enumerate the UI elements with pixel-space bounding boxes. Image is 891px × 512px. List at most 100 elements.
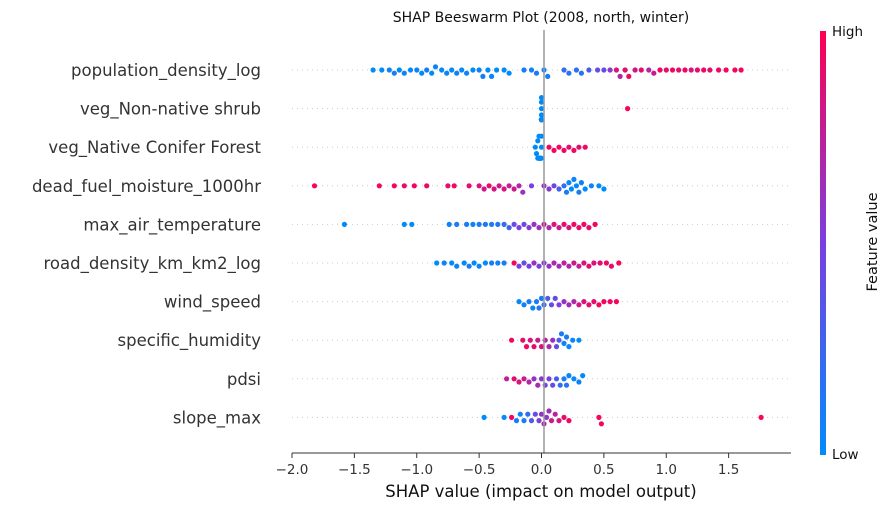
shap-point — [546, 144, 552, 150]
shap-point — [561, 147, 567, 153]
shap-point — [526, 263, 532, 269]
shap-point — [586, 225, 592, 231]
feature-label: pdsi — [227, 370, 261, 389]
x-tick-label: −2.0 — [276, 462, 309, 478]
shap-point — [516, 299, 522, 305]
shap-point — [454, 70, 460, 76]
shap-point — [445, 183, 451, 189]
shap-point — [632, 67, 638, 73]
shap-point — [550, 337, 556, 343]
shap-point — [523, 344, 530, 350]
shap-point — [597, 260, 603, 266]
shap-point — [476, 221, 482, 227]
shap-point — [571, 299, 577, 305]
shap-point — [501, 186, 507, 192]
shap-point — [545, 295, 551, 301]
shap-point — [536, 225, 542, 231]
shap-point — [568, 186, 575, 192]
shap-point — [646, 67, 652, 73]
feature-label: wind_speed — [164, 293, 261, 313]
shap-point — [550, 382, 556, 388]
shap-point — [501, 260, 507, 266]
shap-point — [573, 183, 580, 189]
shap-point — [409, 221, 415, 227]
shap-point — [576, 337, 582, 343]
colorbar-title: Feature value — [865, 192, 881, 291]
shap-point — [538, 344, 545, 350]
shap-point — [571, 376, 577, 382]
shap-point — [506, 225, 512, 231]
shap-point — [419, 70, 425, 76]
shap-point — [396, 67, 402, 73]
x-tick-label: 1.0 — [656, 462, 677, 478]
shap-point — [625, 106, 631, 112]
feature-label: road_density_km_km2_log — [43, 254, 261, 274]
shap-point — [553, 344, 560, 350]
shap-point — [538, 376, 545, 382]
shap-point — [551, 260, 557, 266]
shap-point — [521, 221, 527, 227]
shap-point — [546, 225, 552, 231]
feature-label: veg_Native Conifer Forest — [48, 138, 261, 158]
shap-point — [536, 418, 542, 424]
shap-point — [582, 144, 588, 150]
colorbar-low-label: Low — [832, 447, 859, 463]
shap-point — [576, 263, 582, 269]
shap-point — [548, 302, 555, 308]
shap-point — [538, 112, 545, 118]
shap-point — [516, 225, 522, 231]
shap-point — [459, 67, 465, 73]
shap-point — [464, 70, 470, 76]
shap-point — [520, 337, 526, 343]
shap-point — [536, 305, 542, 311]
shap-point — [676, 67, 682, 73]
shap-point — [582, 186, 588, 192]
shap-point — [682, 67, 688, 73]
shap-point — [603, 260, 610, 266]
shap-point — [386, 67, 392, 73]
shap-point — [464, 221, 470, 227]
shap-point — [561, 414, 567, 420]
shap-point — [707, 67, 713, 73]
feature-label: population_density_log — [71, 61, 261, 81]
shap-point — [657, 67, 663, 73]
shap-point — [526, 379, 532, 385]
shap-point — [480, 73, 486, 79]
shap-point — [411, 183, 417, 189]
shap-point — [504, 376, 510, 382]
shap-point — [466, 183, 472, 189]
shap-point — [476, 183, 482, 189]
shap-point — [511, 260, 517, 266]
shap-point — [470, 67, 476, 73]
shap-point — [551, 147, 557, 153]
shap-point — [401, 70, 407, 76]
shap-point — [528, 67, 535, 73]
shap-point — [556, 337, 562, 343]
shap-point — [486, 183, 492, 189]
feature-label: slope_max — [173, 408, 261, 428]
shap-point — [526, 225, 532, 231]
shap-point — [509, 414, 515, 420]
shap-point — [732, 67, 738, 73]
shap-point — [491, 186, 497, 192]
shap-point — [379, 67, 385, 73]
shap-point — [531, 221, 537, 227]
shap-point — [608, 263, 615, 269]
shap-point — [622, 67, 628, 73]
shap-point — [561, 67, 567, 73]
shap-point — [571, 221, 577, 227]
shap-point — [688, 67, 694, 73]
shap-point — [601, 186, 607, 192]
shap-point — [516, 379, 522, 385]
shap-point — [401, 183, 407, 189]
shap-point — [531, 376, 537, 382]
shap-point — [566, 373, 572, 379]
shap-point — [723, 67, 729, 73]
shap-point — [501, 221, 507, 227]
shap-point — [471, 260, 477, 266]
shap-point — [511, 376, 517, 382]
shap-point — [596, 414, 602, 420]
shap-point — [535, 337, 541, 343]
shap-point — [538, 95, 545, 101]
shap-point — [663, 67, 669, 73]
